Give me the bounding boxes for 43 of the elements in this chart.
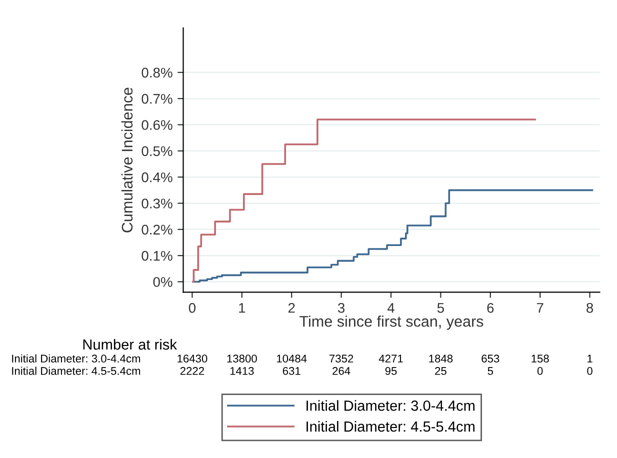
y-tick-label: 0.8% — [142, 68, 172, 78]
text: 631 — [282, 367, 300, 375]
text: 0 — [537, 367, 543, 375]
text: Number at risk — [83, 338, 177, 350]
x-tick-label: 1 — [239, 303, 246, 313]
y-axis-title: Cumulative Incidence — [121, 88, 133, 232]
text: Initial Diameter: 3.0-4.4cm — [12, 354, 140, 363]
text: 10484 — [276, 354, 307, 363]
x-axis-title: Time since first scan, years — [300, 316, 484, 330]
y-tick-label: 0.1% — [142, 250, 172, 261]
text: 1 — [588, 354, 592, 362]
legend-label: Initial Diameter: 4.5-5.4cm — [306, 421, 474, 432]
text: 653 — [482, 354, 500, 363]
text: 2222 — [180, 367, 204, 375]
text: 13800 — [227, 354, 257, 363]
text: 0 — [587, 367, 592, 375]
text: 158 — [532, 354, 549, 363]
x-tick-label: 3 — [338, 302, 345, 313]
text: Initial Diameter: 4.5-5.4cm — [12, 366, 140, 375]
y-tick-label: 0.7% — [142, 94, 172, 104]
y-tick-label: 0.5% — [142, 146, 172, 156]
y-tick-label: 0% — [153, 277, 172, 287]
y-tick-label: 0.6% — [142, 120, 172, 130]
x-tick-label: 8 — [586, 302, 594, 313]
x-tick-label: 0 — [188, 302, 196, 313]
y-tick-label: 0.3% — [142, 198, 172, 208]
y-tick-label: 0.4% — [142, 172, 172, 182]
x-tick-label: 7 — [536, 303, 544, 313]
text: 16430 — [178, 354, 208, 363]
text: 25 — [435, 367, 446, 375]
legend-label: Initial Diameter: 3.0-4.4cm — [306, 400, 474, 411]
y-tick-label: 0.2% — [142, 224, 172, 235]
text: 7352 — [330, 354, 354, 363]
text: 95 — [385, 367, 397, 375]
text: 1413 — [230, 367, 254, 375]
x-tick-label: 5 — [437, 303, 444, 313]
text: 1848 — [429, 354, 453, 363]
text: 264 — [332, 367, 350, 375]
x-tick-label: 2 — [288, 302, 295, 313]
x-tick-label: 4 — [387, 303, 394, 313]
text: 5 — [488, 367, 494, 375]
x-tick-label: 6 — [487, 302, 494, 313]
text: 4271 — [378, 354, 403, 362]
